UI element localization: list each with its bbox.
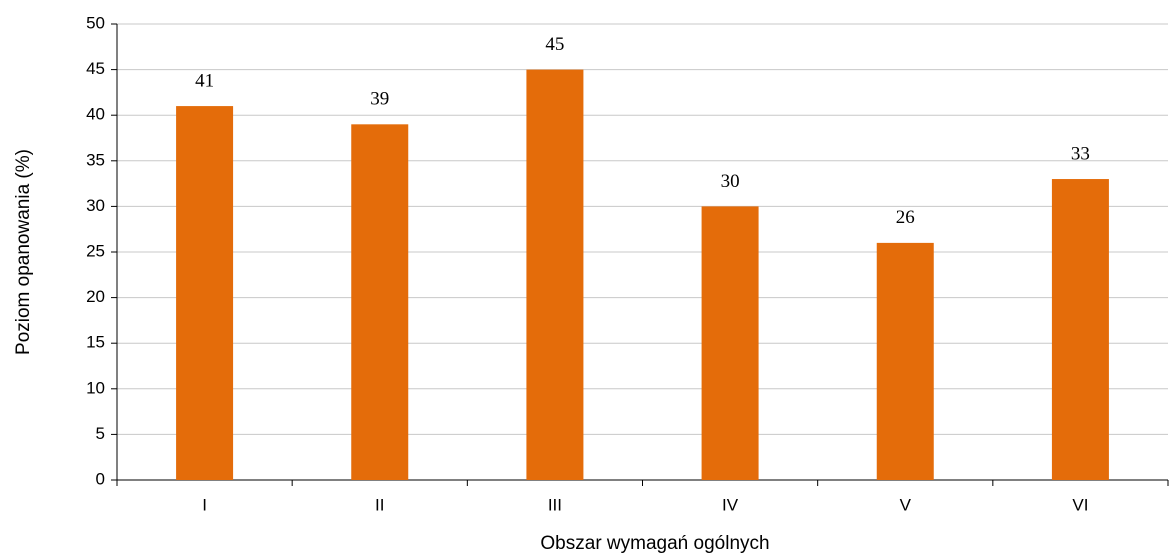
y-tick-label: 5	[96, 424, 105, 443]
bar	[176, 106, 234, 480]
value-label: 26	[896, 207, 915, 228]
y-tick-label: 10	[86, 378, 105, 397]
bar	[351, 124, 409, 480]
x-tick-label: III	[548, 495, 562, 514]
y-tick-label: 30	[86, 196, 105, 215]
bar	[876, 242, 934, 480]
y-tick-label: 35	[86, 150, 105, 169]
y-tick-label: 50	[86, 13, 105, 32]
x-tick-label: II	[375, 495, 384, 514]
y-tick-label: 40	[86, 105, 105, 124]
bar	[1051, 179, 1109, 481]
bar	[701, 206, 759, 480]
value-label: 30	[721, 171, 740, 192]
x-tick-label: I	[202, 495, 207, 514]
y-tick-label: 25	[86, 241, 105, 260]
x-tick-label: IV	[722, 495, 739, 514]
value-label: 39	[370, 89, 389, 110]
x-tick-label: V	[900, 495, 912, 514]
y-tick-label: 45	[86, 59, 105, 78]
y-tick-label: 20	[86, 287, 105, 306]
x-axis-label: Obszar wymagań ogólnych	[540, 533, 769, 554]
value-label: 41	[195, 70, 214, 91]
x-tick-label: VI	[1072, 495, 1088, 514]
y-tick-label: 0	[96, 469, 105, 488]
y-axis-label: Poziom opanowania (%)	[13, 149, 34, 355]
value-label: 45	[545, 34, 564, 55]
y-tick-label: 15	[86, 333, 105, 352]
value-label: 33	[1071, 143, 1090, 164]
bar	[526, 69, 584, 480]
